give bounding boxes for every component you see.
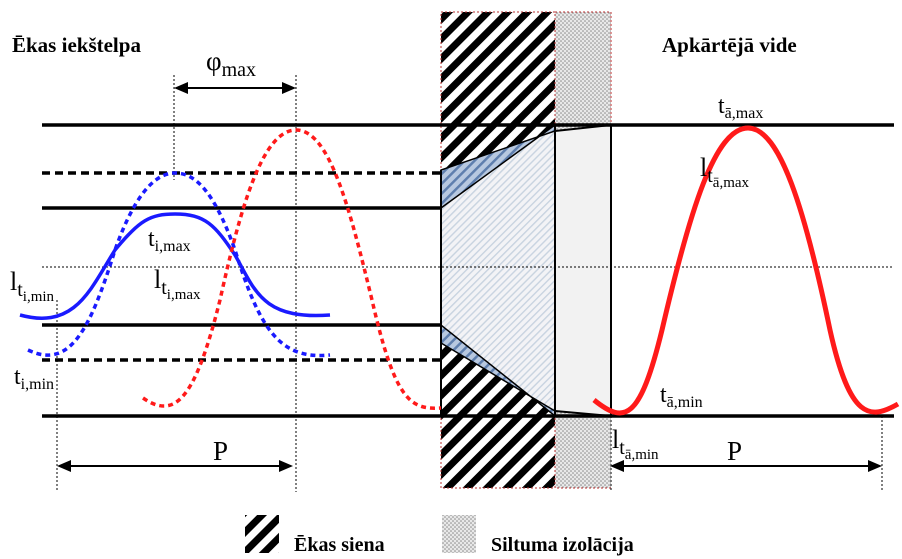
l-ta-min-label: ltā,min	[612, 425, 659, 463]
ta-max-label: tā,max	[718, 93, 763, 122]
period-arrow-left	[57, 460, 293, 472]
phi-max-arrow	[174, 82, 296, 94]
heading-inside: Ēkas iekštelpa	[12, 33, 141, 57]
legend: Ēkas siena Siltuma izolācija	[245, 515, 634, 556]
legend-insulation-label: Siltuma izolācija	[491, 534, 634, 556]
ti-max-label: ti,max	[148, 226, 191, 255]
l-ti-max-label: lti,max	[154, 265, 201, 303]
curve-indoor-blue-dotted	[27, 171, 331, 358]
l-ti-min-label: lti,min	[10, 267, 55, 305]
ti-min-label: ti,min	[14, 364, 54, 393]
period-label-right: P	[727, 436, 742, 466]
curve-indoor-red-dotted	[142, 128, 442, 410]
curve-outdoor-red	[592, 125, 900, 416]
period-label-left: P	[213, 436, 228, 466]
legend-wall-label: Ēkas siena	[294, 534, 385, 556]
insulation-inner-region	[555, 125, 611, 416]
phi-max-label: φmax	[206, 46, 256, 81]
wall-inner-region	[441, 131, 555, 411]
legend-wall-swatch	[245, 515, 279, 553]
curve-indoor-blue-solid	[19, 212, 331, 320]
ta-min-label: tā,min	[660, 382, 703, 411]
heading-outside: Apkārtējā vide	[662, 33, 797, 57]
legend-insulation-swatch	[442, 515, 476, 553]
l-ta-max-label: ltā,max	[700, 153, 750, 191]
period-arrow-right	[610, 460, 882, 472]
